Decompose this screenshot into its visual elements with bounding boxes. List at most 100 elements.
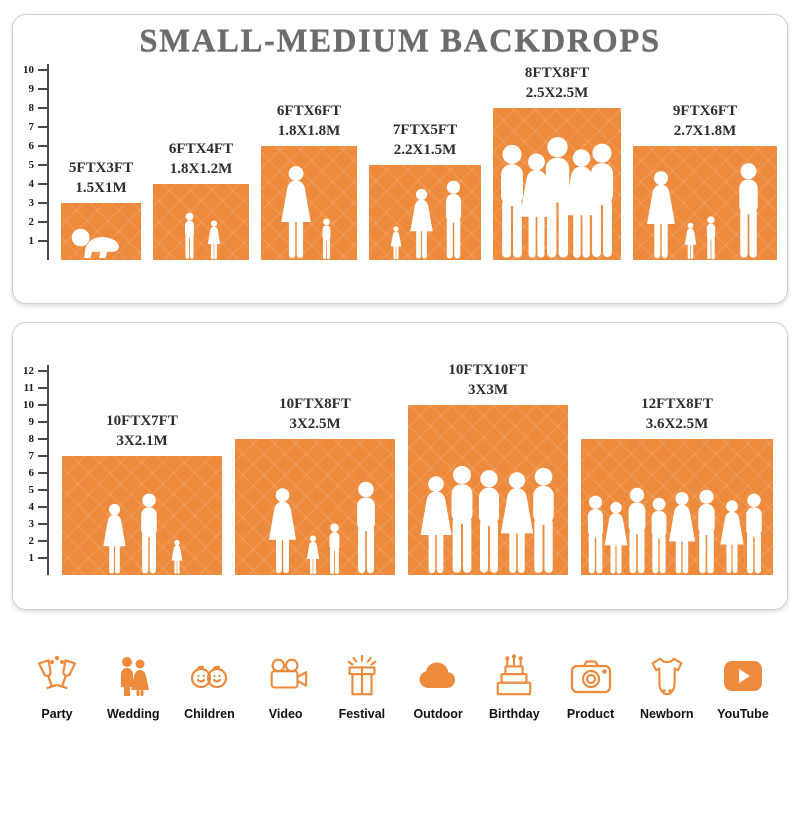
ruler-axis bbox=[47, 365, 49, 575]
group-silhouettes bbox=[500, 136, 614, 258]
ruler-tick bbox=[38, 404, 47, 406]
size-ft: 9FTX6FT bbox=[672, 103, 738, 119]
ruler-tick bbox=[38, 540, 47, 542]
size-ft: 12FTX8FT bbox=[641, 396, 713, 412]
ruler-tick bbox=[38, 69, 47, 71]
backdrop-9ftx6ft bbox=[633, 146, 777, 260]
size-m: 1.8X1.8M bbox=[277, 122, 341, 139]
category-label: Party bbox=[41, 707, 73, 721]
size-ft: 10FTX10FT bbox=[448, 362, 528, 378]
page-title: SMALL-MEDIUM BACKDROPS bbox=[139, 23, 661, 59]
backdrop-size-label: 6FTX4FT 1.8X1.2M bbox=[169, 140, 233, 179]
category-party: Party bbox=[24, 654, 90, 721]
backdrop-group-9x6: 9FTX6FT 2.7X1.8M bbox=[633, 102, 777, 260]
size-m: 2.5X2.5M bbox=[525, 84, 589, 101]
ruler-tick bbox=[38, 455, 47, 457]
ruler-tick bbox=[38, 183, 47, 185]
category-label: Birthday bbox=[488, 707, 540, 721]
backdrop-size-label: 7FTX5FT 2.2X1.5M bbox=[393, 121, 457, 160]
ruler-tick bbox=[38, 421, 47, 423]
category-label: Newborn bbox=[640, 707, 694, 721]
backdrop-size-label: 6FTX6FT 1.8X1.8M bbox=[277, 102, 341, 141]
backdrop-size-label: 5FTX3FT 1.5X1M bbox=[69, 159, 133, 198]
birthday-cake-icon bbox=[496, 654, 532, 696]
ruler-number: 8 bbox=[28, 433, 35, 445]
ruler-number: 9 bbox=[28, 83, 35, 95]
video-camera-icon bbox=[270, 658, 307, 689]
mother-children-silhouettes bbox=[281, 166, 331, 259]
category-children: Children bbox=[176, 654, 242, 721]
baby-onesie-icon bbox=[651, 657, 683, 696]
group-silhouettes bbox=[420, 465, 554, 573]
category-wedding: Wedding bbox=[100, 654, 166, 721]
ruler-number: 4 bbox=[28, 501, 35, 513]
category-youtube: YouTube bbox=[710, 654, 776, 721]
backdrop-row-bottom: 12 11 10 9 8 7 6 5 4 3 2 1 10FTX7FT 3X2.1M 10FTX8FT… bbox=[21, 333, 779, 611]
ruler-tick bbox=[38, 489, 47, 491]
ruler-tick bbox=[38, 107, 47, 109]
ruler-number: 9 bbox=[28, 416, 35, 428]
backdrop-10ftx10ft bbox=[408, 405, 568, 575]
category-label: YouTube bbox=[717, 707, 769, 721]
backdrop-group-8x8: 8FTX8FT 2.5X2.5M bbox=[493, 64, 621, 260]
category-footer: Party Wedding Children bbox=[24, 654, 776, 721]
size-m: 3.6X2.5M bbox=[645, 415, 709, 432]
size-m: 1.8X1.2M bbox=[169, 160, 233, 177]
backdrop-7ftx5ft bbox=[369, 165, 481, 260]
backdrop-row-top: 10 9 8 7 6 5 4 3 2 1 5FTX3FT 1.5X1M 6FTX4FT 1.8X1… bbox=[21, 64, 779, 294]
ruler-number: 7 bbox=[28, 121, 35, 133]
ruler-number: 5 bbox=[28, 484, 35, 496]
backdrop-size-label: 9FTX6FT 2.7X1.8M bbox=[673, 102, 737, 141]
ruler-number: 6 bbox=[28, 140, 35, 152]
backdrop-size-label: 8FTX8FT 2.5X2.5M bbox=[525, 64, 589, 103]
size-m: 3X3M bbox=[467, 381, 508, 398]
ruler-tick bbox=[38, 164, 47, 166]
ruler-tick bbox=[38, 126, 47, 128]
size-m: 2.2X1.5M bbox=[393, 141, 457, 158]
category-newborn: Newborn bbox=[634, 654, 700, 721]
category-label: Product bbox=[566, 707, 615, 721]
ruler-bottom: 12 11 10 9 8 7 6 5 4 3 2 1 bbox=[21, 365, 49, 575]
size-ft: 8FTX8FT bbox=[524, 65, 590, 81]
backdrop-size-label: 12FTX8FT 3.6X2.5M bbox=[641, 395, 713, 434]
backdrop-size-label: 10FTX10FT 3X3M bbox=[448, 361, 527, 400]
ruler-tick bbox=[38, 472, 47, 474]
panel-large: 12 11 10 9 8 7 6 5 4 3 2 1 10FTX7FT 3X2.1M 10FTX8FT… bbox=[12, 322, 788, 610]
size-ft: 6FTX4FT bbox=[168, 141, 234, 157]
photo-camera-icon bbox=[570, 660, 611, 694]
ruler-tick bbox=[38, 557, 47, 559]
ruler-number: 4 bbox=[28, 178, 35, 190]
ruler-number: 2 bbox=[28, 535, 35, 547]
crowd-silhouettes bbox=[587, 487, 762, 574]
backdrop-size-label: 10FTX8FT 3X2.5M bbox=[279, 395, 351, 434]
size-m: 1.5X1M bbox=[75, 179, 127, 196]
family-silhouettes bbox=[390, 180, 462, 260]
category-label: Children bbox=[184, 707, 235, 721]
ruler-number: 7 bbox=[28, 450, 35, 462]
ruler-tick bbox=[38, 370, 47, 372]
ruler-number: 2 bbox=[28, 216, 35, 228]
category-label: Festival bbox=[338, 707, 386, 721]
panel-small-medium: SMALL-MEDIUM BACKDROPS 10 9 8 7 6 5 4 3 2 1 5FTX3… bbox=[12, 14, 788, 304]
backdrop-10ftx7ft bbox=[62, 456, 222, 575]
champagne-glasses-icon bbox=[37, 655, 77, 690]
ruler-number: 3 bbox=[28, 518, 35, 530]
ruler-tick bbox=[38, 221, 47, 223]
backdrop-group-7x5: 7FTX5FT 2.2X1.5M bbox=[369, 121, 481, 260]
ruler-tick bbox=[38, 240, 47, 242]
size-m: 3X2.1M bbox=[116, 432, 168, 449]
backdrop-group-5x3: 5FTX3FT 1.5X1M bbox=[61, 159, 141, 260]
ruler-number: 3 bbox=[28, 197, 35, 209]
ruler-tick bbox=[38, 523, 47, 525]
ruler-number: 1 bbox=[28, 552, 35, 564]
backdrop-group-12x8: 12FTX8FT 3.6X2.5M bbox=[581, 395, 773, 575]
category-label: Video bbox=[268, 707, 303, 721]
backdrop-group-10x7: 10FTX7FT 3X2.1M bbox=[62, 412, 222, 575]
backdrop-6ftx4ft bbox=[153, 184, 249, 260]
backdrop-group-10x8: 10FTX8FT 3X2.5M bbox=[235, 395, 395, 575]
backdrop-6ftx6ft bbox=[261, 146, 357, 260]
category-festival: Festival bbox=[329, 654, 395, 721]
ruler-number: 8 bbox=[28, 102, 35, 114]
ruler-tick bbox=[38, 202, 47, 204]
cloud-icon bbox=[419, 662, 456, 688]
